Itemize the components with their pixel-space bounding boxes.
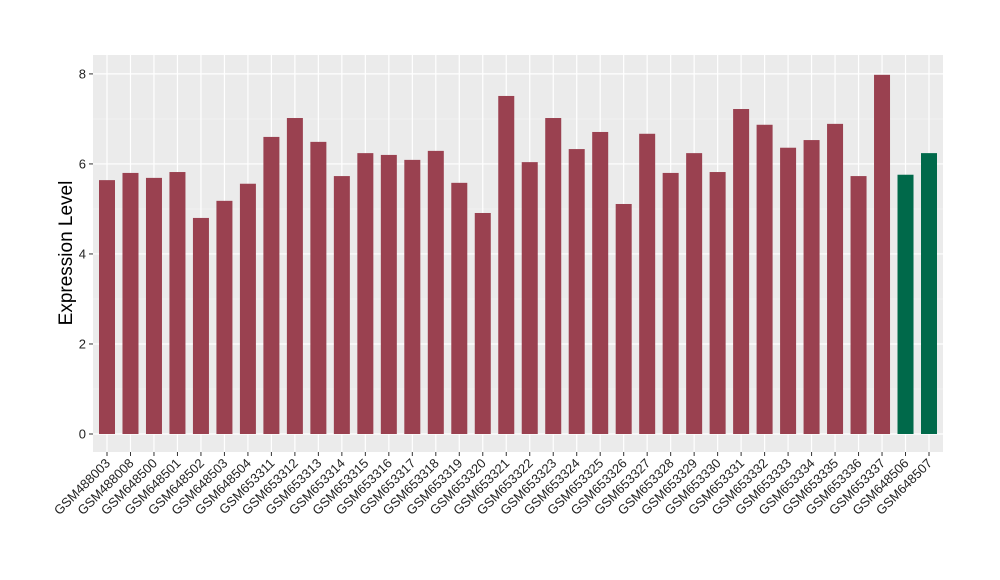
bar-GSM653319: [451, 182, 468, 434]
bar-GSM648507: [921, 153, 937, 434]
x-axis: GSM488003GSM488008GSM648500GSM648501GSM6…: [51, 452, 935, 518]
bar-GSM648500: [145, 177, 162, 434]
bar-GSM653323: [545, 118, 562, 434]
bar-GSM653314: [333, 176, 350, 434]
y-axis: 0 2 4 6 8: [79, 66, 93, 441]
bar-GSM653333: [780, 147, 797, 434]
bar-GSM653312: [286, 118, 303, 434]
bar-GSM653334: [803, 140, 820, 434]
bar-GSM653336: [850, 176, 867, 434]
bar-GSM653330: [709, 172, 726, 434]
bar-GSM653327: [639, 133, 656, 434]
bar-GSM488008: [122, 172, 139, 434]
bar-GSM653315: [357, 153, 374, 434]
bar-GSM653322: [521, 162, 538, 434]
bar-GSM648503: [216, 200, 233, 434]
bar-GSM648501: [169, 172, 186, 434]
bar-GSM653321: [498, 95, 515, 434]
bar-GSM653325: [592, 131, 609, 434]
bar-GSM648502: [192, 217, 209, 434]
bar-GSM653320: [474, 212, 491, 434]
y-tick-label: 4: [79, 246, 86, 261]
bar-GSM653335: [827, 123, 844, 434]
bar-GSM653317: [404, 159, 421, 434]
bar-GSM648506: [897, 174, 914, 434]
bar-GSM653311: [263, 136, 280, 434]
y-axis-label: Expression Level: [56, 181, 77, 326]
bar-GSM653329: [686, 153, 703, 434]
bar-GSM653337: [874, 74, 891, 434]
bar-GSM653331: [733, 109, 750, 434]
bar-GSM653332: [756, 124, 773, 434]
y-tick-label: 0: [79, 426, 86, 441]
y-tick-label: 2: [79, 336, 86, 351]
bar-GSM653328: [662, 172, 679, 434]
y-tick-label: 8: [79, 66, 86, 81]
bar-GSM648504: [239, 183, 256, 434]
bar-GSM653313: [310, 141, 327, 434]
bar-GSM653326: [615, 203, 632, 434]
bar-GSM653324: [568, 149, 585, 434]
bar-GSM653316: [380, 154, 397, 434]
bars: [99, 74, 937, 434]
bar-GSM488003: [99, 180, 115, 434]
bar-GSM653318: [427, 150, 444, 434]
y-tick-label: 6: [79, 156, 86, 171]
